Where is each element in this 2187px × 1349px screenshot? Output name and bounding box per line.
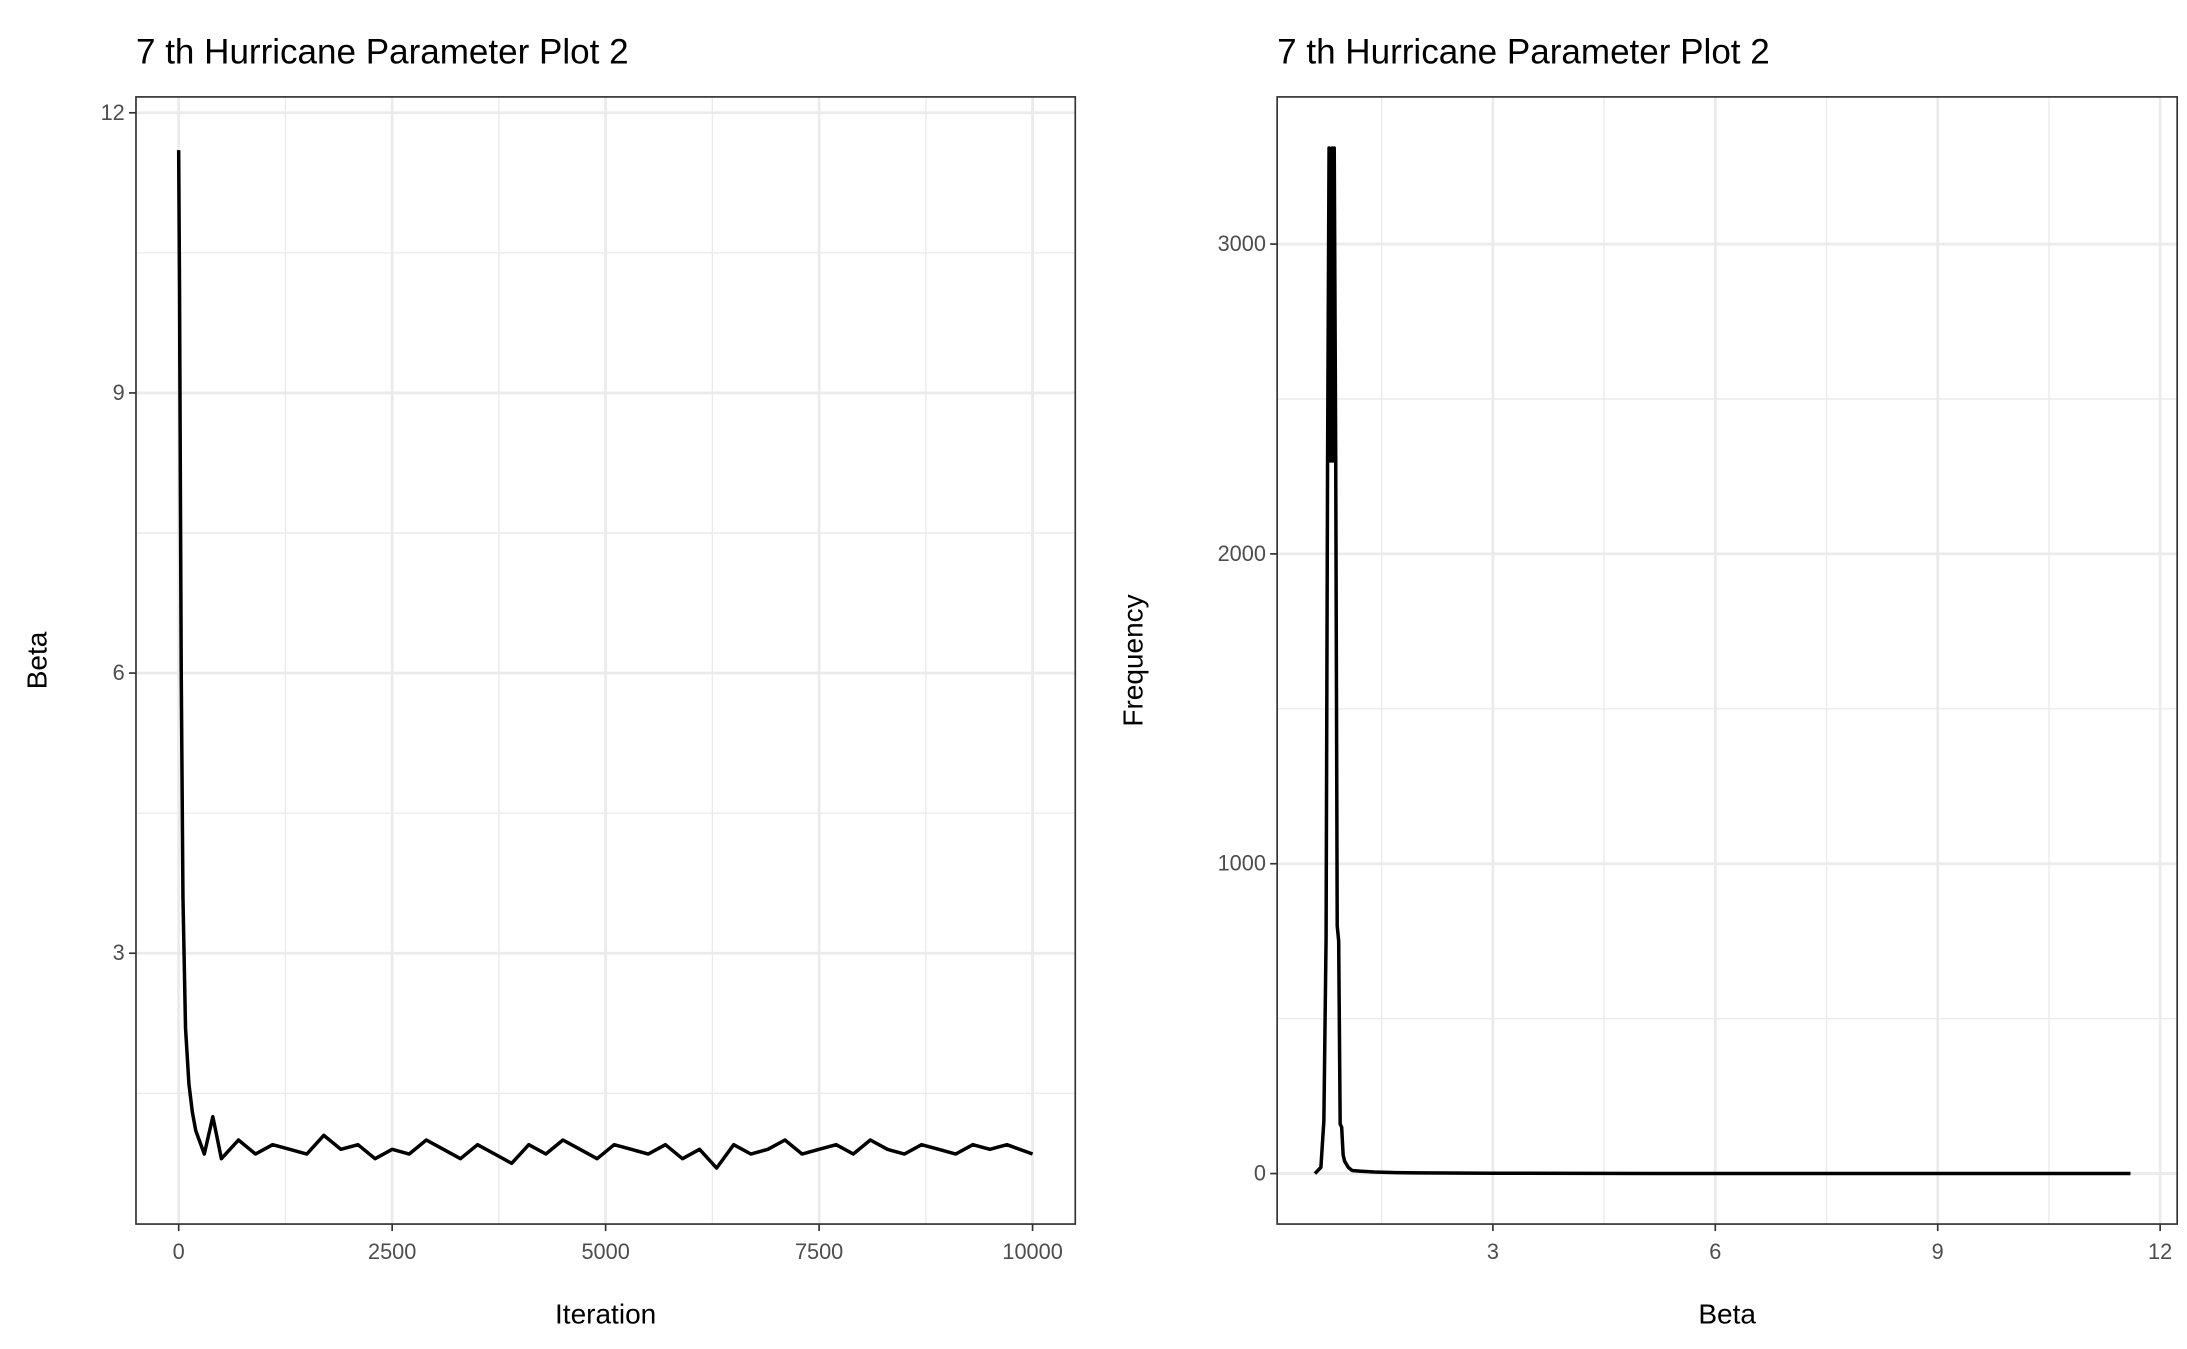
x-tick-label: 0 [173,1239,185,1264]
y-tick-label: 9 [113,380,125,405]
y-tick-label: 1000 [1218,851,1266,876]
x-tick-label: 10000 [1002,1239,1062,1264]
y-tick-label: 0 [1254,1161,1266,1186]
x-axis-title: Iteration [555,1299,656,1330]
x-tick-label: 3 [1487,1239,1499,1264]
x-tick-label: 2500 [368,1239,416,1264]
y-tick-label: 12 [101,100,125,125]
x-tick-label: 5000 [581,1239,629,1264]
y-tick-label: 3 [113,940,125,965]
chart-title: 7 th Hurricane Parameter Plot 2 [136,32,629,71]
panel-border [1276,96,2179,1225]
y-axis-title: Frequency [1118,594,1149,726]
y-tick-label: 6 [113,660,125,685]
data-line [176,150,1034,1170]
x-tick-label: 12 [2148,1239,2172,1264]
y-axis-title: Beta [21,631,52,689]
panel-background [1277,96,2178,1225]
x-tick-label: 9 [1932,1239,1944,1264]
y-tick-label: 2000 [1218,541,1266,566]
y-tick-label: 3000 [1218,231,1266,256]
x-tick-label: 7500 [795,1239,843,1264]
x-axis-title: Beta [1698,1299,1756,1330]
x-tick-label: 6 [1709,1239,1721,1264]
data-line [1313,146,2131,1176]
chart-title: 7 th Hurricane Parameter Plot 2 [1277,32,1770,71]
